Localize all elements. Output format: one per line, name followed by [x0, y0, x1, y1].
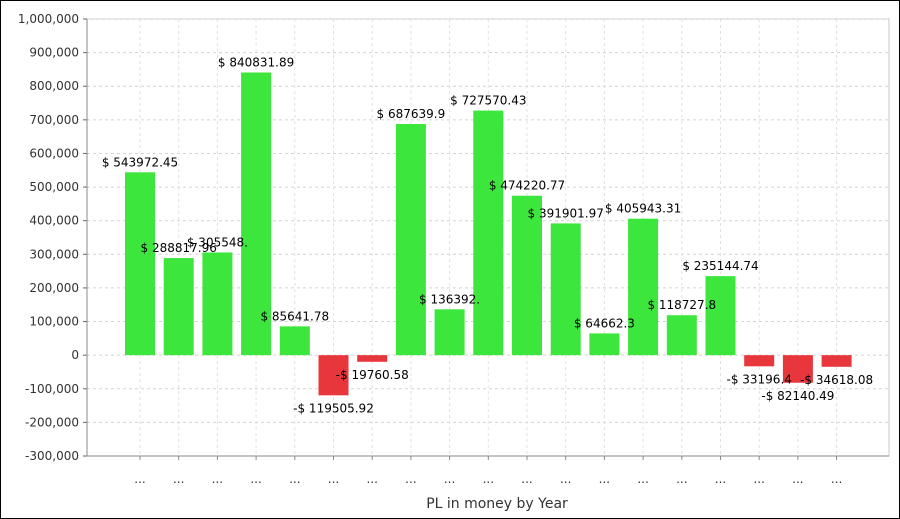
bar — [434, 309, 465, 356]
y-tick-label: 300,000 — [29, 247, 79, 261]
x-tick-label: ... — [483, 472, 494, 486]
x-tick-label: ... — [831, 472, 842, 486]
data-label: $ 687639.9 — [377, 107, 446, 121]
x-tick-label: ... — [560, 472, 571, 486]
axes: 1,000,000 900,000 800,000 700,000 600,000 500… — [18, 12, 889, 486]
y-tick-label: 200,000 — [29, 281, 79, 295]
data-label: $ 543972.45 — [102, 155, 178, 169]
y-tick-label: 400,000 — [29, 214, 79, 228]
data-label: $ 288817.96 — [141, 241, 217, 255]
x-tick-label: ... — [289, 472, 300, 486]
y-tick-label: -100,000 — [25, 382, 79, 396]
bars — [125, 72, 852, 396]
bar — [241, 72, 272, 356]
x-tick-label: ... — [521, 472, 532, 486]
data-label: $ 474220.77 — [489, 179, 565, 193]
data-label: $ 405943.31 — [605, 202, 681, 216]
data-label: $ 136392. — [419, 292, 480, 306]
x-tick-label: ... — [637, 472, 648, 486]
y-tick-label: -300,000 — [25, 449, 79, 463]
bar — [318, 355, 349, 396]
y-tick-label: 1,000,000 — [18, 12, 79, 26]
data-label: -$ 119505.92 — [293, 401, 374, 415]
bar — [628, 218, 659, 356]
x-tick-label: ... — [366, 472, 377, 486]
x-tick-label: ... — [753, 472, 764, 486]
bar — [202, 252, 233, 356]
data-label: -$ 19760.58 — [336, 368, 409, 382]
bar — [512, 195, 542, 356]
bar — [473, 110, 504, 356]
data-label: -$ 82140.49 — [761, 389, 834, 403]
bar — [357, 355, 388, 362]
bar — [163, 258, 194, 356]
x-tick-label: ... — [444, 472, 455, 486]
bar — [279, 326, 310, 356]
x-axis-title: PL in money by Year — [426, 496, 568, 512]
data-label: $ 727570.43 — [450, 94, 526, 108]
x-tick-label: ... — [792, 472, 803, 486]
data-label: $ 391901.97 — [528, 206, 604, 220]
data-labels: $ 543972.45 $ 288817.96$ 305548. $ 840831.… — [102, 56, 873, 416]
x-tick-label: ... — [405, 472, 416, 486]
y-tick-label: 100,000 — [29, 315, 79, 329]
data-label: -$ 34618.08 — [800, 373, 873, 387]
y-tick-label: 800,000 — [29, 79, 79, 93]
y-tick-label: 600,000 — [29, 146, 79, 160]
data-label: $ 235144.74 — [682, 259, 758, 273]
bar — [589, 333, 620, 356]
bar — [395, 124, 426, 356]
bar — [821, 355, 852, 367]
y-tick-label: 700,000 — [29, 113, 79, 127]
data-label: $ 118727.8 — [647, 298, 716, 312]
data-label: $ 64662.3 — [574, 316, 635, 330]
data-label: $ 840831.89 — [218, 56, 294, 70]
y-tick-label: 500,000 — [29, 180, 79, 194]
bar — [744, 355, 775, 367]
x-tick-label: ... — [134, 472, 145, 486]
data-label: $ 85641.78 — [260, 309, 329, 323]
y-tick-label: 0 — [71, 348, 79, 362]
x-tick-label: ... — [250, 472, 261, 486]
y-tick-label: -200,000 — [25, 415, 79, 429]
x-tick-label: ... — [328, 472, 339, 486]
x-tick-label: ... — [212, 472, 223, 486]
data-label: -$ 33196.4 — [726, 372, 791, 386]
bar — [705, 276, 736, 356]
bar — [666, 315, 697, 356]
x-tick-label: ... — [676, 472, 687, 486]
y-tick-label: 900,000 — [29, 46, 79, 60]
bar — [782, 355, 813, 383]
bar — [125, 172, 155, 356]
bar — [550, 223, 581, 356]
x-tick-label: ... — [173, 472, 184, 486]
x-tick-label: ... — [599, 472, 610, 486]
data-label: $ 305548. — [187, 235, 248, 249]
x-tick-label: ... — [715, 472, 726, 486]
